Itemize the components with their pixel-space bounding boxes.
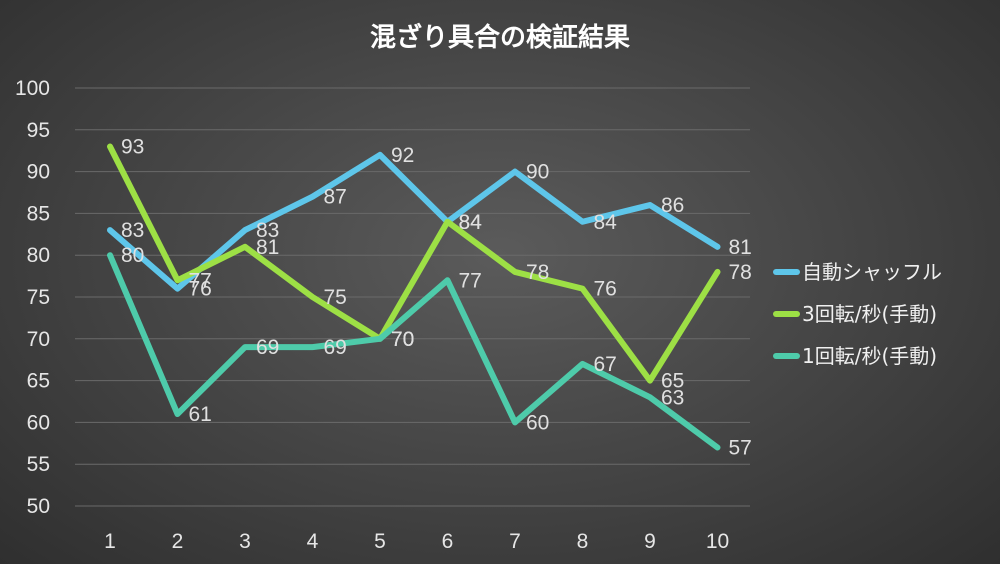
gridlines (75, 87, 750, 507)
y-tick-label: 55 (27, 453, 50, 476)
series-line-3 (107, 252, 721, 451)
data-labels: 8376838792849084868193778175708478766578… (121, 136, 752, 460)
legend: 自動シャッフル 3回転/秒(手動) 1回転/秒(手動) (773, 260, 942, 368)
data-label: 77 (189, 269, 212, 292)
data-label: 75 (324, 286, 347, 309)
data-label: 84 (459, 211, 483, 234)
series (107, 143, 721, 451)
x-tick-label: 2 (172, 530, 184, 553)
data-label: 90 (526, 161, 549, 184)
data-label: 76 (189, 278, 212, 301)
data-label: 84 (594, 211, 618, 234)
data-label: 87 (324, 186, 347, 209)
data-label: 86 (661, 194, 684, 217)
y-tick-label: 90 (27, 161, 50, 184)
data-label: 81 (729, 236, 752, 259)
y-tick-label: 60 (27, 411, 50, 434)
data-label: 67 (594, 353, 617, 376)
data-label: 70 (391, 328, 414, 351)
data-label: 78 (729, 261, 752, 284)
y-tick-label: 70 (27, 328, 50, 351)
data-label: 69 (324, 336, 347, 359)
data-label: 70 (391, 328, 414, 351)
x-tick-label: 1 (104, 530, 116, 553)
y-tick-label: 65 (27, 370, 50, 393)
data-label: 61 (189, 403, 212, 426)
data-label: 83 (256, 219, 279, 242)
data-label: 80 (121, 244, 144, 267)
legend-label: 3回転/秒(手動) (802, 302, 937, 326)
x-tick-label: 8 (577, 530, 589, 553)
data-label: 60 (526, 411, 549, 434)
x-tick-label: 6 (442, 530, 454, 553)
chart-title: 混ざり具合の検証結果 (370, 22, 630, 53)
y-axis: 50 55 60 65 70 75 80 85 90 95 100 (15, 77, 50, 518)
data-label: 84 (459, 211, 483, 234)
data-label: 65 (661, 370, 684, 393)
x-tick-label: 3 (239, 530, 251, 553)
y-tick-label: 100 (15, 77, 50, 100)
data-label: 77 (459, 269, 482, 292)
data-label: 92 (391, 144, 414, 167)
series-line-1 (107, 151, 721, 292)
data-label: 69 (256, 336, 279, 359)
data-label: 76 (594, 278, 617, 301)
x-tick-label: 4 (307, 530, 319, 553)
data-label: 57 (729, 436, 752, 459)
y-tick-label: 95 (27, 119, 50, 142)
y-tick-label: 50 (27, 495, 50, 518)
legend-label: 自動シャッフル (802, 260, 942, 284)
data-label: 78 (526, 261, 549, 284)
y-tick-label: 80 (27, 244, 50, 267)
legend-label: 1回転/秒(手動) (802, 344, 937, 368)
x-tick-label: 10 (706, 530, 729, 553)
x-axis: 1 2 3 4 5 6 7 8 9 10 (104, 530, 729, 553)
data-label: 63 (661, 386, 684, 409)
x-tick-label: 7 (509, 530, 521, 553)
data-label: 83 (121, 219, 144, 242)
x-tick-label: 9 (644, 530, 656, 553)
y-tick-label: 85 (27, 202, 50, 225)
y-tick-label: 75 (27, 286, 50, 309)
x-tick-label: 5 (374, 530, 386, 553)
data-label: 81 (256, 236, 279, 259)
series-line-2 (107, 143, 721, 384)
data-label: 93 (121, 136, 144, 159)
